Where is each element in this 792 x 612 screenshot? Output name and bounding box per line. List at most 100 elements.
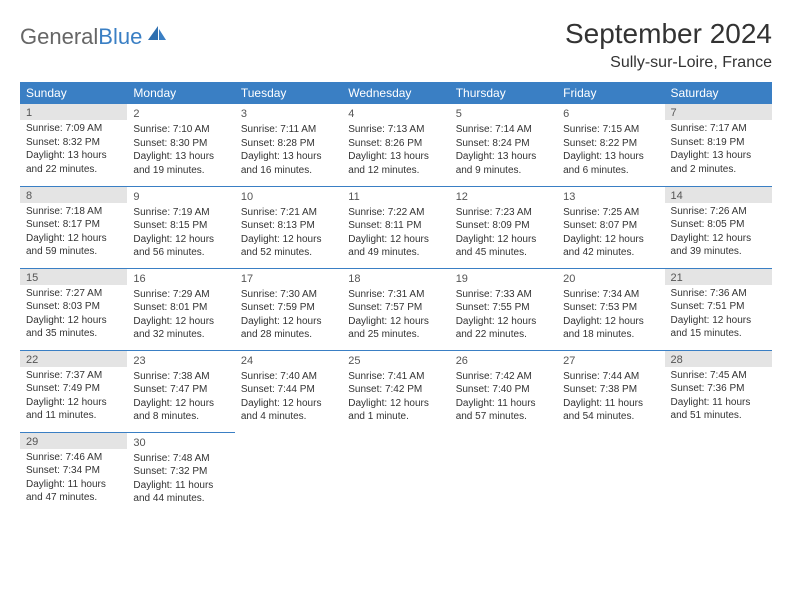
calendar-day-cell: 29Sunrise: 7:46 AMSunset: 7:34 PMDayligh…	[20, 432, 127, 514]
sunrise-line: Sunrise: 7:25 AM	[563, 206, 658, 220]
daylight-line: Daylight: 12 hours and 11 minutes.	[26, 396, 121, 423]
daylight-line: Daylight: 11 hours and 54 minutes.	[563, 397, 658, 424]
sunrise-line: Sunrise: 7:29 AM	[133, 288, 228, 302]
sunrise-line: Sunrise: 7:40 AM	[241, 370, 336, 384]
calendar-day-cell: 2Sunrise: 7:10 AMSunset: 8:30 PMDaylight…	[127, 104, 234, 186]
day-number: 28	[665, 351, 772, 367]
daylight-line: Daylight: 12 hours and 25 minutes.	[348, 315, 443, 342]
daylight-line: Daylight: 13 hours and 9 minutes.	[456, 150, 551, 177]
sunset-line: Sunset: 7:38 PM	[563, 383, 658, 397]
sunrise-line: Sunrise: 7:14 AM	[456, 123, 551, 137]
calendar-day-cell	[235, 432, 342, 514]
sunrise-line: Sunrise: 7:45 AM	[671, 369, 766, 383]
calendar-day-cell: 11Sunrise: 7:22 AMSunset: 8:11 PMDayligh…	[342, 186, 449, 268]
sunset-line: Sunset: 8:15 PM	[133, 219, 228, 233]
day-number: 20	[563, 272, 658, 286]
calendar-day-cell: 17Sunrise: 7:30 AMSunset: 7:59 PMDayligh…	[235, 268, 342, 350]
day-number: 17	[241, 272, 336, 286]
calendar-day-cell: 15Sunrise: 7:27 AMSunset: 8:03 PMDayligh…	[20, 268, 127, 350]
sunrise-line: Sunrise: 7:48 AM	[133, 452, 228, 466]
brand-logo: GeneralBlue	[20, 24, 168, 50]
sunrise-line: Sunrise: 7:33 AM	[456, 288, 551, 302]
day-number: 26	[456, 354, 551, 368]
sunrise-line: Sunrise: 7:11 AM	[241, 123, 336, 137]
sunset-line: Sunset: 7:57 PM	[348, 301, 443, 315]
sunset-line: Sunset: 8:03 PM	[26, 300, 121, 314]
sunset-line: Sunset: 7:59 PM	[241, 301, 336, 315]
sunset-line: Sunset: 7:36 PM	[671, 382, 766, 396]
daylight-line: Daylight: 12 hours and 8 minutes.	[133, 397, 228, 424]
sunrise-line: Sunrise: 7:13 AM	[348, 123, 443, 137]
sunrise-line: Sunrise: 7:23 AM	[456, 206, 551, 220]
daylight-line: Daylight: 11 hours and 57 minutes.	[456, 397, 551, 424]
daylight-line: Daylight: 12 hours and 32 minutes.	[133, 315, 228, 342]
title-block: September 2024 Sully-sur-Loire, France	[565, 18, 772, 72]
day-number: 7	[665, 104, 772, 120]
sunset-line: Sunset: 7:42 PM	[348, 383, 443, 397]
day-number: 27	[563, 354, 658, 368]
daylight-line: Daylight: 11 hours and 51 minutes.	[671, 396, 766, 423]
weekday-header-row: Sunday Monday Tuesday Wednesday Thursday…	[20, 82, 772, 104]
calendar-day-cell: 18Sunrise: 7:31 AMSunset: 7:57 PMDayligh…	[342, 268, 449, 350]
sunset-line: Sunset: 7:34 PM	[26, 464, 121, 478]
calendar-day-cell: 16Sunrise: 7:29 AMSunset: 8:01 PMDayligh…	[127, 268, 234, 350]
calendar-day-cell: 7Sunrise: 7:17 AMSunset: 8:19 PMDaylight…	[665, 104, 772, 186]
sunset-line: Sunset: 8:30 PM	[133, 137, 228, 151]
calendar-day-cell: 24Sunrise: 7:40 AMSunset: 7:44 PMDayligh…	[235, 350, 342, 432]
day-number: 5	[456, 107, 551, 121]
month-title: September 2024	[565, 18, 772, 50]
calendar-day-cell: 9Sunrise: 7:19 AMSunset: 8:15 PMDaylight…	[127, 186, 234, 268]
daylight-line: Daylight: 12 hours and 42 minutes.	[563, 233, 658, 260]
calendar-day-cell: 8Sunrise: 7:18 AMSunset: 8:17 PMDaylight…	[20, 186, 127, 268]
day-number: 13	[563, 190, 658, 204]
calendar-day-cell: 4Sunrise: 7:13 AMSunset: 8:26 PMDaylight…	[342, 104, 449, 186]
sunset-line: Sunset: 7:51 PM	[671, 300, 766, 314]
calendar-week-row: 29Sunrise: 7:46 AMSunset: 7:34 PMDayligh…	[20, 432, 772, 514]
daylight-line: Daylight: 11 hours and 44 minutes.	[133, 479, 228, 506]
sunset-line: Sunset: 8:19 PM	[671, 136, 766, 150]
daylight-line: Daylight: 12 hours and 59 minutes.	[26, 232, 121, 259]
day-number: 23	[133, 354, 228, 368]
calendar-day-cell	[450, 432, 557, 514]
day-number: 19	[456, 272, 551, 286]
day-number: 18	[348, 272, 443, 286]
brand-part2: Blue	[98, 24, 142, 50]
day-number: 8	[20, 187, 127, 203]
calendar-day-cell: 23Sunrise: 7:38 AMSunset: 7:47 PMDayligh…	[127, 350, 234, 432]
sunset-line: Sunset: 7:40 PM	[456, 383, 551, 397]
sunset-line: Sunset: 8:13 PM	[241, 219, 336, 233]
sunset-line: Sunset: 7:32 PM	[133, 465, 228, 479]
daylight-line: Daylight: 12 hours and 39 minutes.	[671, 232, 766, 259]
calendar-page: GeneralBlue September 2024 Sully-sur-Loi…	[0, 0, 792, 532]
sunset-line: Sunset: 8:05 PM	[671, 218, 766, 232]
calendar-day-cell: 20Sunrise: 7:34 AMSunset: 7:53 PMDayligh…	[557, 268, 664, 350]
day-number: 29	[20, 433, 127, 449]
sunrise-line: Sunrise: 7:41 AM	[348, 370, 443, 384]
sunset-line: Sunset: 7:55 PM	[456, 301, 551, 315]
calendar-day-cell: 30Sunrise: 7:48 AMSunset: 7:32 PMDayligh…	[127, 432, 234, 514]
calendar-week-row: 22Sunrise: 7:37 AMSunset: 7:49 PMDayligh…	[20, 350, 772, 432]
sunrise-line: Sunrise: 7:22 AM	[348, 206, 443, 220]
sunrise-line: Sunrise: 7:10 AM	[133, 123, 228, 137]
brand-sail-icon	[146, 22, 168, 48]
calendar-day-cell: 27Sunrise: 7:44 AMSunset: 7:38 PMDayligh…	[557, 350, 664, 432]
sunset-line: Sunset: 8:11 PM	[348, 219, 443, 233]
calendar-day-cell: 22Sunrise: 7:37 AMSunset: 7:49 PMDayligh…	[20, 350, 127, 432]
sunrise-line: Sunrise: 7:15 AM	[563, 123, 658, 137]
daylight-line: Daylight: 12 hours and 49 minutes.	[348, 233, 443, 260]
sunrise-line: Sunrise: 7:21 AM	[241, 206, 336, 220]
calendar-day-cell: 12Sunrise: 7:23 AMSunset: 8:09 PMDayligh…	[450, 186, 557, 268]
sunrise-line: Sunrise: 7:09 AM	[26, 122, 121, 136]
calendar-week-row: 1Sunrise: 7:09 AMSunset: 8:32 PMDaylight…	[20, 104, 772, 186]
calendar-week-row: 8Sunrise: 7:18 AMSunset: 8:17 PMDaylight…	[20, 186, 772, 268]
sunrise-line: Sunrise: 7:34 AM	[563, 288, 658, 302]
daylight-line: Daylight: 12 hours and 35 minutes.	[26, 314, 121, 341]
calendar-day-cell: 13Sunrise: 7:25 AMSunset: 8:07 PMDayligh…	[557, 186, 664, 268]
calendar-day-cell: 5Sunrise: 7:14 AMSunset: 8:24 PMDaylight…	[450, 104, 557, 186]
sunrise-line: Sunrise: 7:18 AM	[26, 205, 121, 219]
calendar-day-cell: 25Sunrise: 7:41 AMSunset: 7:42 PMDayligh…	[342, 350, 449, 432]
weekday-header: Wednesday	[342, 82, 449, 104]
day-number: 6	[563, 107, 658, 121]
sunset-line: Sunset: 8:26 PM	[348, 137, 443, 151]
daylight-line: Daylight: 12 hours and 4 minutes.	[241, 397, 336, 424]
